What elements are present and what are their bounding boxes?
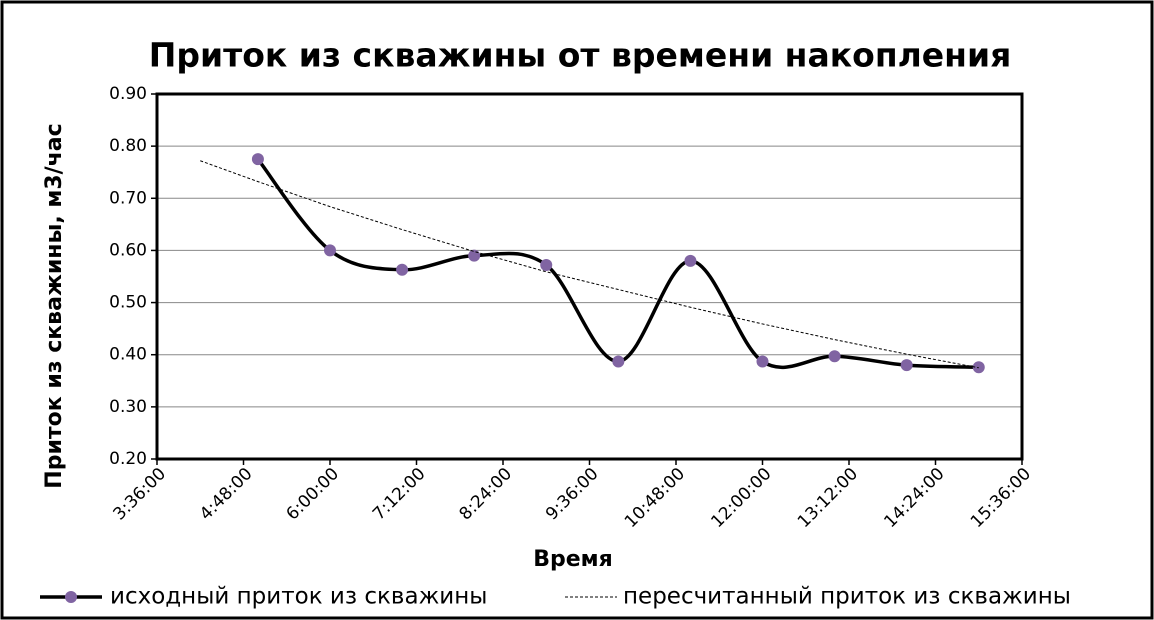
y-tick-label: 0.90: [109, 84, 147, 104]
y-axis-label: Приток из скважины, м3/час: [42, 123, 67, 488]
y-tick-label: 0.30: [109, 397, 147, 417]
y-tick-label: 0.70: [109, 188, 147, 208]
legend-label: пересчитанный приток из скважины: [623, 584, 1071, 610]
data-point: [756, 355, 769, 368]
trend-line: [200, 160, 979, 369]
data-point: [468, 249, 481, 262]
y-tick-label: 0.80: [109, 136, 147, 156]
y-tick-label: 0.40: [109, 345, 147, 365]
data-point: [900, 359, 913, 372]
data-point: [684, 254, 697, 267]
data-point: [251, 153, 264, 166]
chart-title: Приток из скважины от времени накопления: [149, 36, 1012, 75]
x-axis-label: Время: [533, 547, 613, 572]
legend-marker: [65, 591, 77, 603]
data-point: [396, 263, 409, 276]
y-tick-label: 0.20: [109, 449, 147, 469]
data-point: [828, 350, 841, 363]
data-point: [972, 361, 985, 374]
data-point: [540, 259, 553, 272]
y-tick-label: 0.60: [109, 240, 147, 260]
plot-frame: [155, 92, 1024, 461]
y-tick-label: 0.50: [109, 293, 147, 313]
data-point: [612, 355, 625, 368]
data-point: [324, 244, 336, 257]
legend-label: исходный приток из скважины: [110, 584, 487, 610]
